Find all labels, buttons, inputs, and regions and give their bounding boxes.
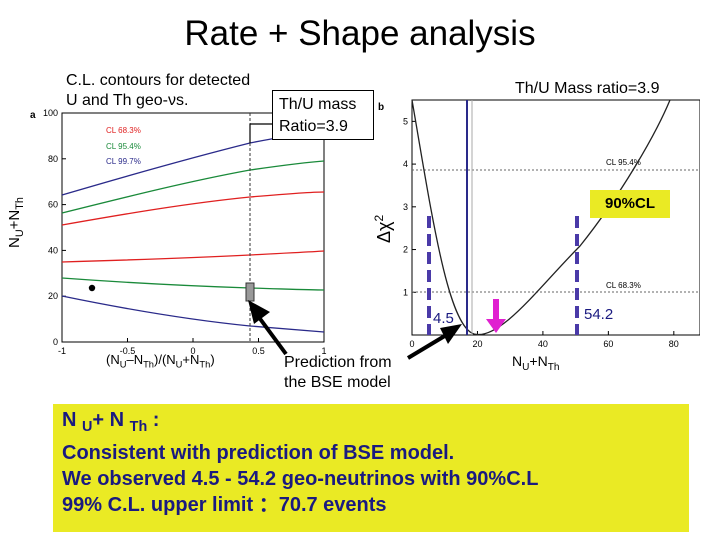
- left-xtick-label: 1: [321, 346, 326, 356]
- page-title: Rate + Shape analysis: [184, 14, 536, 53]
- legend-cl95: CL 95.4%: [106, 142, 141, 151]
- left-xtick-label: -1: [58, 346, 66, 356]
- best-fit-dot: [88, 284, 96, 292]
- upper-value-label: 54.2: [584, 306, 614, 323]
- left-caption-line2: U and Th geo-νs.: [66, 92, 189, 109]
- conclusion-line2: Consistent with prediction of BSE model.: [62, 442, 455, 464]
- left-ytick-label: 20: [48, 291, 58, 301]
- left-caption-line1: C.L. contours for detected: [66, 72, 251, 89]
- contour-95-lower: [61, 277, 325, 291]
- chi2-curve: [411, 99, 671, 336]
- mass-box-line1: Th/U mass: [279, 96, 357, 113]
- mass-ratio-marker: [245, 282, 255, 302]
- left-ytick-label: 80: [48, 154, 58, 164]
- legend-cl99: CL 99.7%: [106, 157, 141, 166]
- contour-68-upper: [61, 191, 325, 226]
- mass-ratio-box: Th/U mass Ratio=3.9: [272, 90, 374, 140]
- contour-95-upper: [61, 160, 325, 214]
- left-panel-letter: a: [30, 110, 36, 121]
- right-y-ticks: 1 2 3 4 5: [403, 116, 416, 297]
- conclusion-line4: 99% C.L. upper limit ：70.7 events: [62, 494, 387, 516]
- prediction-label-line1: Prediction from: [284, 354, 392, 371]
- ninety-cl-box: 90%CL: [590, 190, 670, 218]
- right-ytick-label: 5: [403, 116, 408, 126]
- left-xtick-label: 0: [190, 346, 195, 356]
- bse-prediction-arrow: [486, 299, 506, 333]
- left-ytick-label: 60: [48, 200, 58, 210]
- conclusion-box: N U+ N Th : Consistent with prediction o…: [53, 404, 689, 532]
- left-xtick-label: 0.5: [252, 346, 265, 356]
- right-top-label: Th/U Mass ratio=3.9: [515, 80, 660, 97]
- contour-68-lower: [61, 250, 325, 263]
- right-x-ticks: 0 20 40 60 80: [409, 331, 679, 349]
- left-xlabel: (NU–NTh)/(NU+NTh): [106, 352, 215, 370]
- left-ytick-label: 40: [48, 245, 58, 255]
- left-xtick-label: -0.5: [120, 346, 136, 356]
- legend-cl68: CL 68.3%: [106, 126, 141, 135]
- cl68-label: CL 68.3%: [606, 281, 641, 290]
- right-ytick-label: 1: [403, 287, 408, 297]
- contour-99-lower: [61, 295, 325, 333]
- right-ytick-label: 3: [403, 202, 408, 212]
- mass-arrow: [249, 123, 272, 143]
- left-x-ticks: -1 -0.5 0 0.5 1: [58, 338, 327, 356]
- right-xtick-label: 40: [538, 339, 548, 349]
- left-y-ticks: 0 20 40 60 80 100: [43, 108, 66, 347]
- cl95-label: CL 95.4%: [606, 158, 641, 167]
- conclusion-line3: We observed 4.5 - 54.2 geo-neutrinos wit…: [62, 468, 539, 490]
- bse-arrow-right: [406, 324, 462, 360]
- mass-box-line2: Ratio=3.9: [279, 118, 348, 135]
- right-xtick-label: 80: [669, 339, 679, 349]
- right-panel-letter: b: [378, 102, 384, 113]
- lower-value-label: 4.5: [433, 310, 454, 327]
- left-ytick-label: 100: [43, 108, 58, 118]
- right-ytick-label: 4: [403, 159, 408, 169]
- right-xtick-label: 0: [409, 339, 414, 349]
- right-xtick-label: 20: [472, 339, 482, 349]
- conclusion-line1: N U+ N Th :: [62, 409, 160, 435]
- contour-99-upper: [61, 131, 325, 196]
- right-xtick-label: 60: [603, 339, 613, 349]
- prediction-label-line2: the BSE model: [284, 374, 391, 391]
- right-chi2-plot: b 1 2 3 4 5 0 20 40 60 80 CL 95.4% CL 68.3%: [378, 99, 700, 349]
- bse-arrow-left: [248, 300, 288, 356]
- right-plot-frame: [411, 99, 700, 336]
- right-ytick-label: 2: [403, 245, 408, 255]
- left-ytick-label: 0: [53, 337, 58, 347]
- right-xlabel: NU+NTh: [512, 353, 560, 373]
